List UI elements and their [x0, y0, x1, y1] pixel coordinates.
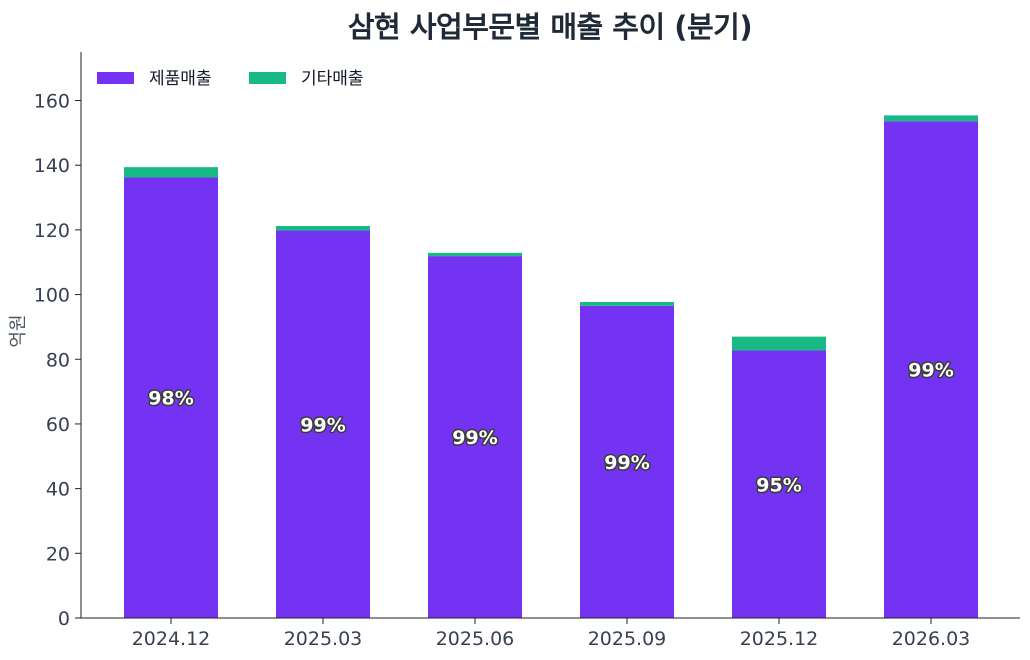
legend-label: 제품매출 [149, 69, 212, 89]
bar-product-2025.03 [276, 230, 370, 618]
bar-product-2025.12 [732, 350, 826, 618]
x-tick-label: 2025.03 [284, 628, 363, 650]
legend-swatch [97, 72, 134, 84]
legend-swatch [249, 72, 286, 84]
bar-product-2025.09 [580, 305, 674, 618]
y-tick-label: 0 [58, 608, 70, 630]
bar-other-2025.06 [428, 252, 522, 257]
bar-pct-label: 99% [300, 414, 345, 436]
y-tick-label: 100 [34, 285, 70, 307]
bar-pct-label: 95% [756, 474, 801, 496]
x-tick-label: 2025.12 [740, 628, 819, 650]
chart-title: 삼현 사업부문별 매출 추이 (분기) [347, 10, 753, 44]
bar-other-2024.12 [124, 167, 218, 178]
y-tick-label: 80 [46, 349, 70, 371]
legend: 제품매출 기타매출 [97, 69, 364, 89]
bar-pct-label: 99% [452, 427, 497, 449]
x-tick-label: 2026.03 [892, 628, 971, 650]
bar-pct-label: 99% [908, 360, 953, 382]
legend-label: 기타매출 [301, 69, 364, 89]
y-tick-label: 160 [34, 91, 70, 113]
bar-pct-label: 99% [604, 452, 649, 474]
bar-other-2025.09 [580, 302, 674, 306]
bar-other-2025.12 [732, 336, 826, 351]
y-tick-label: 140 [34, 155, 70, 177]
bar-other-2025.03 [276, 226, 370, 231]
y-tick-label: 20 [46, 543, 70, 565]
bar-labels-layer: 98% 99% 99% 99% 95% 99% [147, 358, 955, 498]
y-tick-label: 120 [34, 220, 70, 242]
y-tick-label: 40 [46, 479, 70, 501]
y-axis-label: 억원 [8, 314, 29, 347]
bar-pct-label: 98% [148, 388, 193, 410]
bar-product-2024.12 [124, 177, 218, 618]
y-tick-label: 60 [46, 414, 70, 436]
bar-product-2026.03 [884, 121, 978, 618]
bars-layer [124, 115, 978, 618]
bar-product-2025.06 [428, 256, 522, 618]
bar-other-2026.03 [884, 115, 978, 122]
axes-layer: 0 20 40 60 80 100 120 140 160 2024.12 2025.03 2025.… [8, 52, 1020, 650]
x-tick-label: 2024.12 [132, 628, 211, 650]
x-tick-label: 2025.09 [588, 628, 667, 650]
x-tick-label: 2025.06 [436, 628, 515, 650]
